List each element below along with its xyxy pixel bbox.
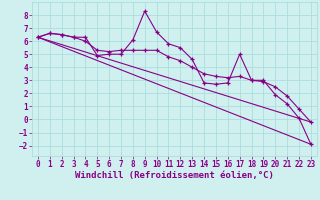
X-axis label: Windchill (Refroidissement éolien,°C): Windchill (Refroidissement éolien,°C) xyxy=(75,171,274,180)
